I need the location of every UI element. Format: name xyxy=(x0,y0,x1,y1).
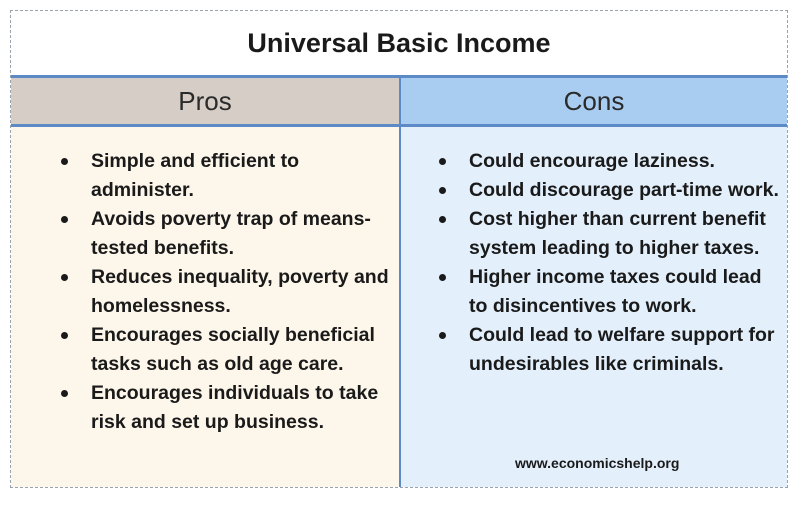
bullet-icon xyxy=(61,216,68,223)
cons-item: Could discourage part-time work. xyxy=(439,176,784,205)
pros-item-text: Simple and efficient to administer. xyxy=(91,150,300,201)
bullet-icon xyxy=(61,158,68,165)
ubi-table: Universal Basic Income Pros Cons Simple … xyxy=(10,10,788,488)
pros-item: Avoids poverty trap of means-tested bene… xyxy=(61,205,391,263)
cons-item-text: Could lead to welfare support for undesi… xyxy=(469,324,775,375)
pros-list: Simple and efficient to administer. Avoi… xyxy=(61,147,391,437)
pros-item: Simple and efficient to administer. xyxy=(61,147,391,205)
pros-item-text: Encourages individuals to take risk and … xyxy=(91,382,379,433)
cons-item-text: Could encourage laziness. xyxy=(469,150,715,172)
pros-item: Reduces inequality, poverty and homeless… xyxy=(61,263,391,321)
bullet-icon xyxy=(61,390,68,397)
header-row: Pros Cons xyxy=(11,75,787,127)
cons-item-text: Higher income taxes could lead to disinc… xyxy=(469,266,762,317)
pros-header: Pros xyxy=(11,78,399,124)
pros-item: Encourages individuals to take risk and … xyxy=(61,379,391,437)
bullet-icon xyxy=(439,216,446,223)
cons-item: Could lead to welfare support for undesi… xyxy=(439,321,784,379)
pros-item: Encourages socially beneficial tasks suc… xyxy=(61,321,391,379)
cons-list: Could encourage laziness. Could discoura… xyxy=(439,147,784,379)
cons-item: Could encourage laziness. xyxy=(439,147,784,176)
bullet-icon xyxy=(439,332,446,339)
bullet-icon xyxy=(439,274,446,281)
title-row: Universal Basic Income xyxy=(11,11,787,75)
source-credit: www.economicshelp.org xyxy=(515,455,680,471)
cons-item: Cost higher than current benefit system … xyxy=(439,205,784,263)
pros-item-text: Reduces inequality, poverty and homeless… xyxy=(91,266,389,317)
bullet-icon xyxy=(439,187,446,194)
cons-item: Higher income taxes could lead to disinc… xyxy=(439,263,784,321)
bullet-icon xyxy=(61,332,68,339)
pros-item-text: Encourages socially beneficial tasks suc… xyxy=(91,324,375,375)
pros-column: Simple and efficient to administer. Avoi… xyxy=(11,127,399,487)
bullet-icon xyxy=(439,158,446,165)
page-title: Universal Basic Income xyxy=(247,27,551,58)
bullet-icon xyxy=(61,274,68,281)
cons-item-text: Could discourage part-time work. xyxy=(469,179,779,201)
cons-item-text: Cost higher than current benefit system … xyxy=(469,208,766,259)
pros-item-text: Avoids poverty trap of means-tested bene… xyxy=(91,208,371,259)
cons-header: Cons xyxy=(399,78,787,124)
body-row: Simple and efficient to administer. Avoi… xyxy=(11,127,787,487)
cons-column: Could encourage laziness. Could discoura… xyxy=(399,127,787,487)
